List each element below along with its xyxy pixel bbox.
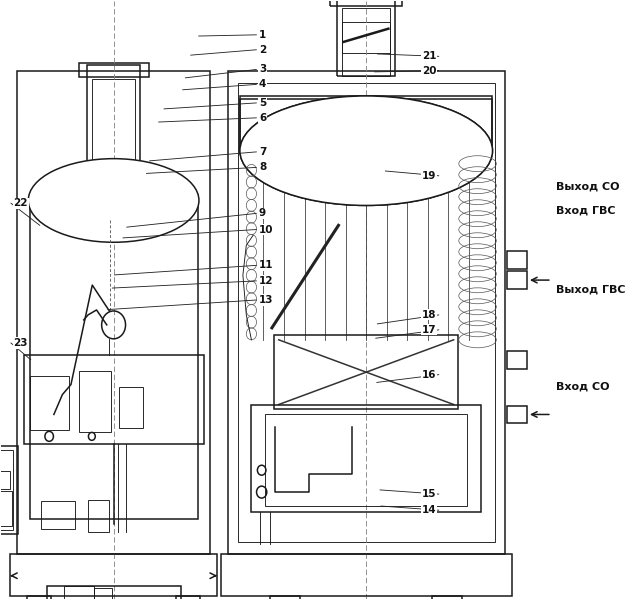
Bar	[507, 406, 527, 424]
Bar	[228, 71, 505, 554]
Bar	[337, 0, 395, 76]
Bar	[0, 451, 13, 530]
Bar	[432, 596, 462, 600]
Bar	[342, 8, 390, 76]
Bar	[240, 99, 492, 151]
Text: 14: 14	[421, 505, 436, 515]
Bar	[342, 22, 390, 53]
Text: 21: 21	[422, 52, 436, 61]
Text: 7: 7	[259, 147, 266, 157]
Text: 10: 10	[259, 224, 273, 235]
Bar	[94, 587, 112, 600]
Bar	[79, 63, 149, 77]
Bar	[240, 96, 492, 151]
Ellipse shape	[28, 158, 199, 242]
Bar	[88, 500, 109, 532]
Text: Выход СО: Выход СО	[556, 182, 619, 191]
Text: Выход ГВС: Выход ГВС	[556, 284, 625, 294]
Text: 9: 9	[259, 208, 266, 218]
Text: 13: 13	[259, 295, 273, 305]
Text: 5: 5	[259, 98, 266, 108]
Text: 16: 16	[422, 370, 436, 380]
Text: 4: 4	[259, 79, 266, 89]
Bar	[0, 446, 18, 534]
Text: 8: 8	[259, 163, 266, 172]
Text: 12: 12	[259, 276, 273, 286]
Text: 22: 22	[14, 198, 28, 208]
Bar	[507, 351, 527, 368]
Text: 23: 23	[14, 338, 28, 348]
Text: 1: 1	[259, 30, 266, 40]
Bar	[251, 404, 481, 512]
Bar	[119, 386, 143, 428]
Bar	[87, 65, 140, 163]
Bar	[274, 335, 458, 409]
Bar	[0, 471, 10, 489]
Ellipse shape	[240, 96, 492, 205]
Bar	[0, 491, 12, 526]
Bar	[507, 271, 527, 289]
Text: 17: 17	[421, 325, 436, 335]
Bar	[10, 554, 217, 596]
Bar	[92, 79, 135, 163]
Bar	[31, 376, 69, 430]
Bar	[265, 415, 468, 506]
Bar	[41, 501, 75, 529]
Bar	[507, 251, 527, 269]
Text: 18: 18	[422, 310, 436, 320]
Bar	[64, 586, 94, 600]
Text: 20: 20	[422, 65, 436, 76]
Bar	[47, 586, 181, 600]
Bar	[27, 596, 51, 600]
Text: Вход ГВС: Вход ГВС	[556, 205, 616, 215]
Text: 2: 2	[259, 45, 266, 55]
Bar	[79, 371, 111, 433]
Text: 19: 19	[422, 171, 436, 181]
Text: 11: 11	[259, 260, 273, 271]
Bar	[17, 71, 211, 554]
Bar	[221, 554, 512, 596]
Text: 6: 6	[259, 113, 266, 123]
Text: Вход СО: Вход СО	[556, 382, 609, 392]
Bar	[29, 196, 198, 519]
Bar	[238, 83, 494, 542]
Bar	[24, 355, 204, 445]
Ellipse shape	[240, 96, 492, 205]
Bar	[270, 596, 300, 600]
Bar	[331, 0, 402, 7]
Text: 15: 15	[422, 489, 436, 499]
Text: 3: 3	[259, 64, 266, 74]
Bar	[176, 596, 200, 600]
